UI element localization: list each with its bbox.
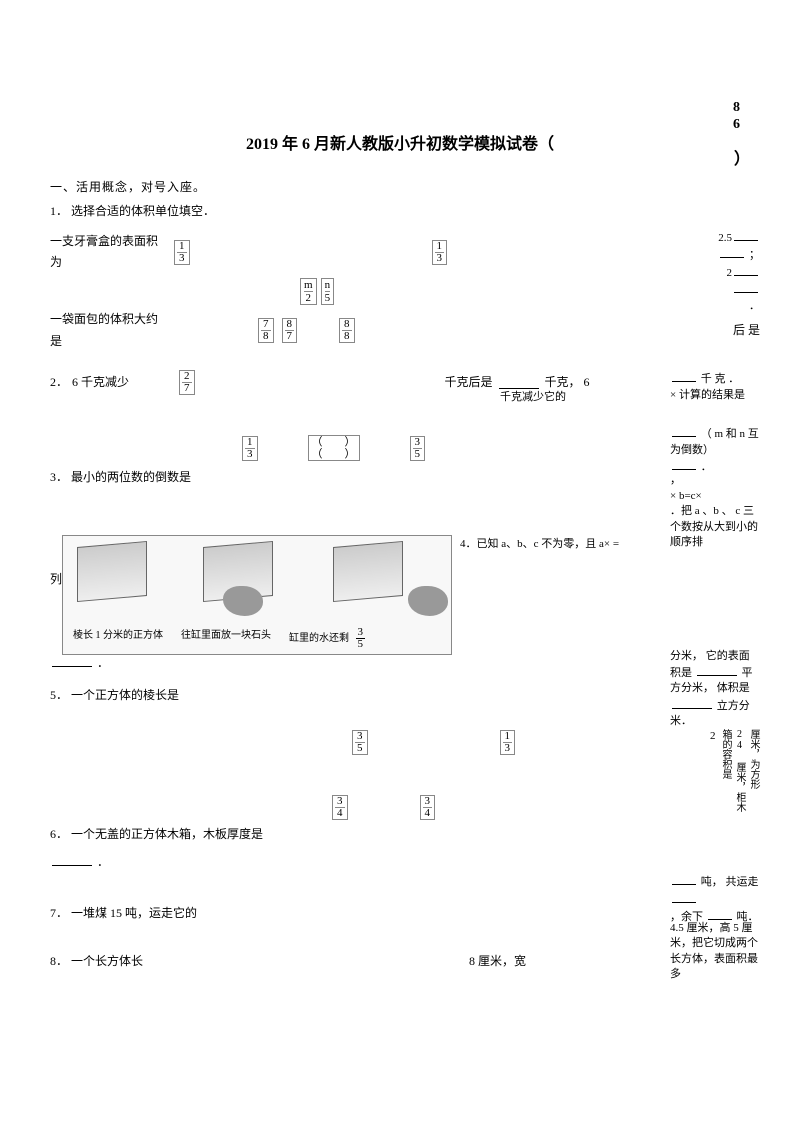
q3-right3: × b=c× <box>670 490 702 502</box>
blank[interactable] <box>734 229 758 241</box>
q1-right-dot: ． <box>749 300 760 312</box>
q4-text: 4．已知 a、b、c 不为零，且 a× = <box>460 535 619 555</box>
fraction-2-7: 27 <box>179 370 195 395</box>
caption-1: 棱长 1 分米的正方体 <box>73 627 163 650</box>
blank[interactable] <box>499 377 539 389</box>
title-suffix: ） <box>734 145 750 169</box>
blank[interactable] <box>52 655 92 667</box>
question-2: 2． 6 千克减少 27 千克后是 千克， 6 千克减少它的 千 克 ． × 计… <box>50 370 750 395</box>
page-title: 2019 年 6 月新人教版小升初数学模拟试卷（ ） <box>50 130 750 154</box>
blank[interactable] <box>708 908 732 920</box>
q8-right1: 4.5 厘米，高 5 厘米，把它切成两个长方体，表面积最多 <box>670 922 758 980</box>
fraction-8-7: 87 <box>282 318 298 343</box>
blank[interactable] <box>734 281 758 293</box>
q1-num: 1． <box>50 204 68 218</box>
q7-right1: 吨， 共运走 <box>701 876 759 888</box>
cube-diagram: 棱长 1 分米的正方体 往缸里面放一块石头 缸里的水还剩 35 <box>62 535 452 655</box>
fraction-3-4b: 34 <box>420 795 436 820</box>
fraction-3-5b: 35 <box>354 627 368 650</box>
caption-2: 往缸里面放一块石头 <box>181 627 271 650</box>
question-8: 8． 一个长方体长 8 厘米，宽 4.5 厘米，高 5 厘米，把它切成两个长方体… <box>50 951 750 973</box>
q1-text1: 选择合适的体积单位填空． <box>71 204 215 218</box>
paren-box: （ ）（ ） <box>308 435 360 461</box>
q1-line1: 一支牙膏盒的表面积为 <box>50 231 168 274</box>
q2-text: 6 千克减少 <box>72 372 129 394</box>
blank[interactable] <box>672 425 696 437</box>
q6-num: 6． <box>50 827 68 841</box>
q6-text: 一个无盖的正方体木箱，木板厚度是 <box>71 827 263 841</box>
question-7: 7． 一堆煤 15 吨，运走它的 吨， 共运走 ，余下 吨． <box>50 903 750 925</box>
q2-right2: × 计算的结果是 <box>670 389 745 401</box>
q4-dot: ． <box>97 656 109 670</box>
q6-dot: ． <box>97 855 109 869</box>
blank[interactable] <box>697 664 737 676</box>
q5-num: 5． <box>50 688 68 702</box>
blank[interactable] <box>734 264 758 276</box>
q8-text: 一个长方体长 <box>71 954 143 968</box>
title-prefix: 2019 年 6 月新人教版小升初数学模拟试卷（ <box>246 136 554 153</box>
q3-right2: ． <box>701 461 712 473</box>
blank[interactable] <box>672 370 696 382</box>
blank[interactable] <box>720 246 744 258</box>
question-3: 13 （ ）（ ） 35 3． 最小的两位数的倒数是 （ m 和 n 互为倒数）… <box>50 435 750 489</box>
q5-text: 一个正方体的棱长是 <box>71 688 179 702</box>
q2-mid: 千克后是 <box>445 372 493 394</box>
q1-right-25: 2.5 <box>718 232 732 244</box>
q8-mid: 8 厘米，宽 <box>469 954 526 968</box>
blank[interactable] <box>672 697 712 709</box>
blank[interactable] <box>672 873 696 885</box>
page-number-bottom: 6 <box>733 117 740 134</box>
fraction-1-3c: 13 <box>242 436 258 461</box>
q7-text: 一堆煤 15 吨，运走它的 <box>71 906 197 920</box>
box-m2: m2 <box>300 278 317 305</box>
question-1: 1． 选择合适的体积单位填空． 2.5 ； 2 ． 一支牙膏盒的表面积为 13 … <box>50 201 750 352</box>
fraction-3-5: 35 <box>410 436 426 461</box>
box-n5: n5 <box>321 278 335 305</box>
q7-num: 7． <box>50 906 68 920</box>
q1-semi: ； <box>749 249 760 261</box>
q3-num: 3． <box>50 470 68 484</box>
q4-pre: 列 <box>50 569 62 591</box>
q2-num: 2． <box>50 372 68 394</box>
q2-mid3: 千克减少它的 <box>500 388 566 408</box>
fraction-8-8: 88 <box>339 318 355 343</box>
fraction-1-3b: 13 <box>432 240 448 265</box>
section-heading: 一、活用概念，对号入座。 <box>50 178 750 195</box>
blank[interactable] <box>52 854 92 866</box>
question-4: 列 棱长 1 分米的正方体 往缸里面放一块石头 缸里的水还剩 35 <box>50 529 750 675</box>
caption-3: 缸里的水还剩 <box>289 633 349 644</box>
fraction-1-3d: 13 <box>500 730 516 755</box>
q8-num: 8． <box>50 954 68 968</box>
question-6: 34 34 6． 一个无盖的正方体木箱，木板厚度是 ． <box>50 795 750 873</box>
q1-after-is: 后 是 <box>733 320 760 342</box>
fraction-1-3: 13 <box>174 240 190 265</box>
blank[interactable] <box>672 458 696 470</box>
q1-line2: 一袋面包的体积大约是 <box>50 309 168 352</box>
q3-text: 最小的两位数的倒数是 <box>71 470 191 484</box>
blank[interactable] <box>672 891 696 903</box>
page-number-top: 8 <box>733 100 740 117</box>
fraction-3-4a: 34 <box>332 795 348 820</box>
fraction-7-8: 78 <box>258 318 274 343</box>
q2-right1: 千 克 ． <box>701 373 740 385</box>
fraction-3-5c: 35 <box>352 730 368 755</box>
q1-right-2: 2 <box>727 267 733 279</box>
question-5: 5． 一个正方体的棱长是 分米， 它的表面积是 平方分米， 体积是 立方分米． … <box>50 685 750 756</box>
